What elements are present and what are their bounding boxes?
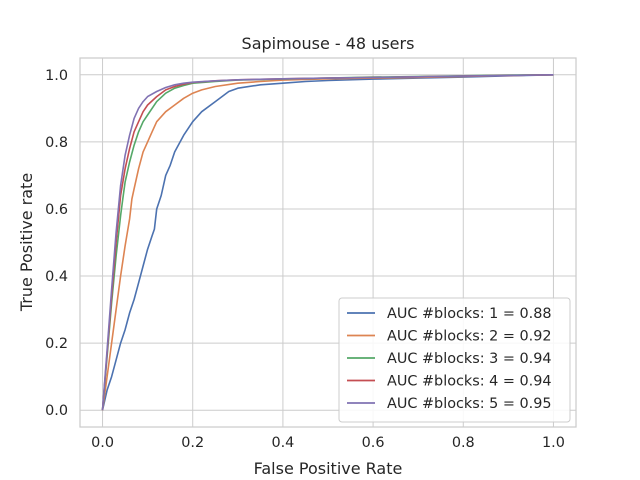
x-tick-label: 1.0 (542, 435, 565, 451)
legend-label: AUC #blocks: 5 = 0.95 (387, 396, 552, 412)
x-tick-label: 0.4 (271, 435, 294, 451)
legend: AUC #blocks: 1 = 0.88 AUC #blocks: 2 = 0.… (338, 297, 571, 423)
x-tick-label: 0.0 (91, 435, 114, 451)
y-tick-label: 0.6 (45, 202, 68, 218)
y-tick-label: 0.2 (45, 336, 68, 352)
legend-label: AUC #blocks: 2 = 0.92 (387, 329, 552, 345)
roc-curve-series-1 (101, 74, 554, 411)
legend-box (338, 297, 571, 423)
roc-curve-series-5 (101, 74, 554, 411)
x-axis-title: False Positive Rate (254, 459, 403, 478)
x-tick-label: 0.6 (362, 435, 385, 451)
y-tick-label: 0.8 (45, 135, 68, 151)
x-tick-labels: 0.0 0.2 0.4 0.6 0.8 1.0 (91, 435, 565, 451)
legend-label: AUC #blocks: 3 = 0.94 (387, 351, 552, 367)
y-tick-labels: 0.0 0.2 0.4 0.6 0.8 1.0 (45, 68, 68, 419)
y-tick-label: 0.4 (45, 269, 68, 285)
x-tick-label: 0.2 (181, 435, 204, 451)
series-lines (101, 74, 554, 411)
legend-label: AUC #blocks: 1 = 0.88 (387, 306, 552, 322)
legend-label: AUC #blocks: 4 = 0.94 (387, 374, 552, 390)
x-tick-label: 0.8 (452, 435, 475, 451)
chart-title: Sapimouse - 48 users (242, 34, 415, 53)
y-axis-title: True Positive rate (17, 173, 36, 312)
y-tick-label: 0.0 (45, 403, 68, 419)
y-tick-label: 1.0 (45, 68, 68, 84)
